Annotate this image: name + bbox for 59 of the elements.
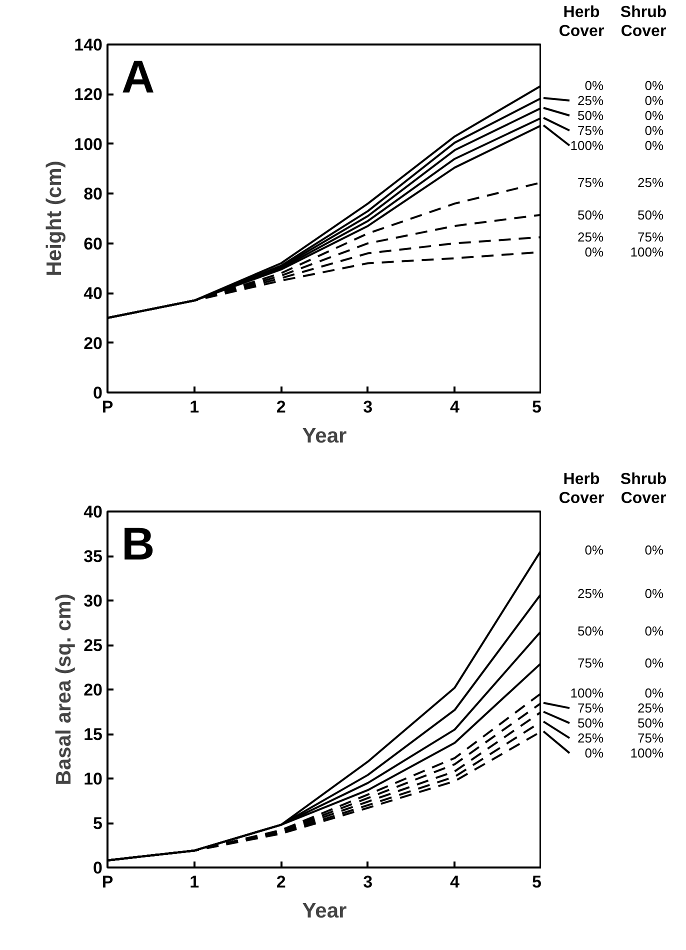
text: 75% bbox=[577, 655, 604, 670]
y-tick-label: 120 bbox=[74, 85, 103, 104]
x-tick-label: 2 bbox=[276, 872, 286, 892]
text: 100% 0% bbox=[570, 138, 664, 154]
x-tick-label: 3 bbox=[363, 872, 373, 892]
x-tick-label: 1 bbox=[190, 872, 200, 892]
text: 50% 0% bbox=[577, 108, 664, 124]
y-tick-label: 140 bbox=[74, 36, 103, 54]
y-tick-label: 100 bbox=[74, 134, 103, 154]
y-tick-label: 80 bbox=[84, 184, 103, 204]
x-tick-label: 2 bbox=[276, 398, 286, 416]
x-tick-label: 5 bbox=[532, 872, 542, 892]
y-axis-title: Height (cm) bbox=[43, 160, 66, 276]
text: 25% bbox=[577, 93, 604, 108]
y-tick-label: 5 bbox=[93, 814, 103, 833]
text: 50% 0% bbox=[577, 623, 664, 638]
text: 0% 0% bbox=[584, 542, 664, 558]
text: 50% 50% bbox=[577, 716, 664, 731]
text: 0% 0% bbox=[644, 78, 664, 108]
y-tick-label: 20 bbox=[84, 680, 103, 700]
annotation: A bbox=[122, 50, 155, 102]
legend-label: 25% 0% bbox=[577, 730, 604, 761]
legend-title: Herb Cover Shrub Cover bbox=[558, 4, 667, 40]
text: 75% bbox=[637, 730, 664, 746]
text: 75% 25% bbox=[577, 174, 664, 190]
x-tick-label: 5 bbox=[532, 398, 542, 416]
y-tick-label: 15 bbox=[84, 725, 103, 744]
text: 25% 0% bbox=[577, 230, 604, 260]
y-tick-label: 60 bbox=[84, 234, 103, 254]
text: 100% bbox=[630, 244, 664, 260]
x-tick-label: P bbox=[102, 398, 114, 416]
text: 75% bbox=[637, 230, 664, 245]
y-tick-label: 40 bbox=[84, 284, 103, 304]
y-axis-title: Basal area (sq. cm) bbox=[52, 594, 76, 786]
text: 100% bbox=[570, 686, 604, 701]
x-axis-title: Year bbox=[302, 900, 347, 922]
y-tick-label: 25 bbox=[84, 636, 103, 655]
text: 100% bbox=[630, 746, 664, 761]
annotation: B bbox=[122, 518, 155, 570]
y-tick-label: 20 bbox=[84, 334, 103, 353]
y-tick-label: 0 bbox=[93, 384, 103, 402]
x-tick-label: 4 bbox=[450, 872, 460, 892]
text: 25% 0% bbox=[577, 586, 664, 601]
text: 50% 50% bbox=[577, 207, 664, 222]
x-axis-title: Year bbox=[302, 424, 347, 448]
text: 0% 0% bbox=[644, 655, 664, 701]
y-tick-label: 35 bbox=[84, 547, 103, 566]
y-tick-label: 30 bbox=[84, 592, 103, 610]
x-tick-label: 4 bbox=[450, 398, 460, 416]
x-tick-label: 3 bbox=[363, 398, 373, 416]
y-tick-label: 0 bbox=[93, 858, 103, 878]
y-tick-label: 10 bbox=[84, 770, 103, 788]
text: 0% bbox=[584, 78, 604, 94]
x-tick-label: 1 bbox=[190, 398, 200, 416]
x-tick-label: P bbox=[102, 872, 114, 892]
y-tick-label: 40 bbox=[84, 502, 103, 522]
text: 75% 0% bbox=[577, 123, 664, 138]
text: 75% 25% bbox=[577, 700, 664, 716]
legend-title: Herb Cover Shrub Cover bbox=[558, 471, 667, 507]
